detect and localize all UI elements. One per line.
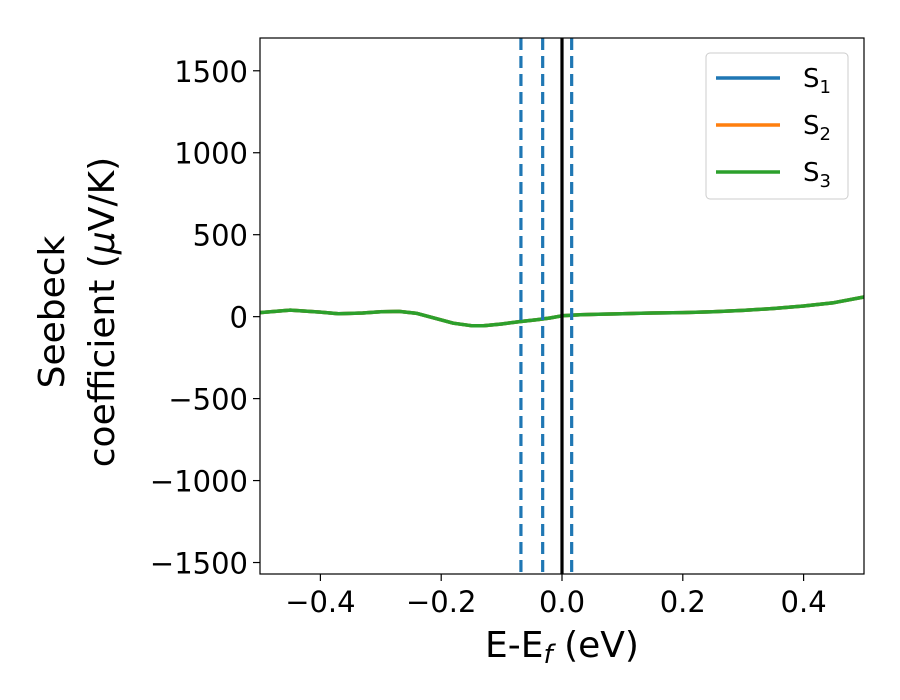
legend-label-1: S1: [803, 64, 831, 98]
y-tick-label: 0: [230, 301, 248, 335]
x-ticks: −0.4 −0.2 0.0 0.2 0.4: [285, 574, 827, 619]
y-tick-label: 1500: [174, 55, 248, 89]
y-tick-label: 1000: [174, 137, 248, 171]
x-axis-title: E-Ef (eV): [485, 625, 639, 670]
y-axis-title-line2: coefficient (μV/K): [82, 157, 123, 467]
y-ticks: −1500 −1000 −500 0 500 1000 1500: [150, 55, 260, 581]
x-tick-label: 0.4: [781, 585, 827, 619]
legend: S1 S2 S3: [705, 52, 849, 200]
legend-label-3: S3: [803, 158, 831, 192]
series-layer: [259, 295, 865, 328]
x-tick-label: −0.2: [406, 585, 476, 619]
vline-layer: [519, 38, 574, 574]
y-tick-label: −1500: [150, 547, 248, 581]
y-tick-label: −1000: [150, 465, 248, 499]
x-tick-label: −0.4: [285, 585, 355, 619]
series-line-3: [259, 295, 865, 328]
y-axis-title-line1: Seebeck: [32, 235, 73, 388]
legend-entries: S1 S2 S3: [716, 64, 831, 192]
x-tick-label: 0.2: [660, 585, 706, 619]
legend-label-2: S2: [803, 111, 831, 145]
y-tick-label: 500: [193, 219, 248, 253]
y-tick-label: −500: [168, 383, 248, 417]
x-tick-label: 0.0: [539, 585, 585, 619]
